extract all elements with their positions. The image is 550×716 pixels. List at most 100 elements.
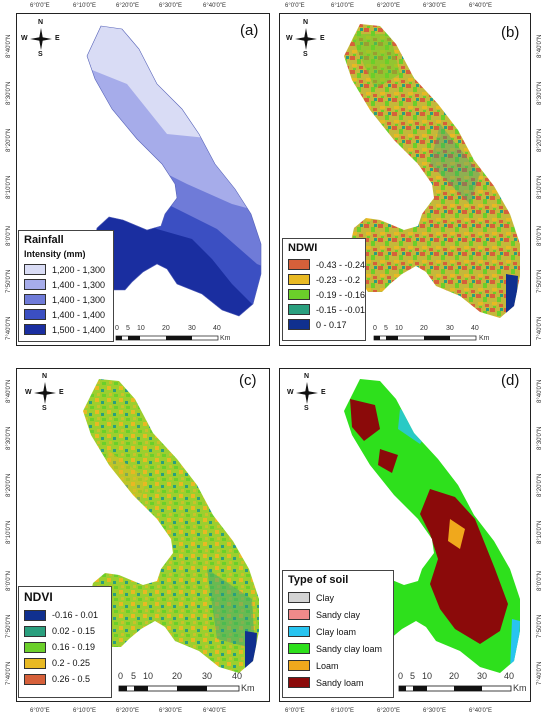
lon-label: 6°40'0"E [203, 3, 227, 9]
lat-label: 8°30'0"N [537, 426, 543, 450]
lon-label: 6°10'0"E [73, 3, 97, 9]
panel-label: (c) [239, 372, 257, 389]
lat-label: 7°50'0"N [537, 269, 543, 293]
lon-label: 6°0'0"E [285, 708, 305, 714]
lat-label: 8°20'0"N [6, 128, 12, 152]
scale-bar: 0 5 10 20 30 40 Km [398, 671, 527, 693]
compass-e: E [55, 35, 60, 42]
lat-label: 7°40'0"N [6, 316, 12, 340]
lon-label: 6°10'0"E [331, 708, 355, 714]
panel-a: 6°0'0"E 6°10'0"E 6°20'0"E 6°30'0"E 6°40'… [0, 0, 275, 358]
rainfall-map [86, 25, 262, 317]
legend-ndvi: NDVI -0.16 - 0.01 0.02 - 0.15 0.16 - 0.1… [18, 586, 112, 698]
lon-label: 6°40'0"E [469, 708, 493, 714]
north-arrow: N S W E [286, 19, 325, 58]
lon-label: 6°40'0"E [203, 708, 227, 714]
compass-s: S [304, 405, 309, 412]
lat-label: 8°20'0"N [6, 473, 12, 497]
legend-item: Sandy loam [288, 674, 388, 691]
lat-label: 7°50'0"N [6, 269, 12, 293]
compass-n: N [42, 373, 48, 380]
legend-item: -0.15 - -0.01 [288, 302, 365, 317]
legend-item: 0.02 - 0.15 [24, 623, 106, 639]
lat-label: 7°40'0"N [6, 661, 12, 685]
map-frame-a [16, 13, 270, 346]
compass-n: N [303, 19, 309, 26]
legend-item: Loam [288, 657, 388, 674]
lon-label: 6°30'0"E [159, 708, 183, 714]
map-frame-b [279, 13, 531, 346]
lon-label: 6°20'0"E [116, 3, 140, 9]
legend-item: -0.19 - -0.16 [288, 287, 365, 302]
compass-e: E [59, 389, 64, 396]
legend-item: Clay [288, 589, 388, 606]
compass-w: W [286, 35, 293, 42]
lat-label: 8°30'0"N [6, 426, 12, 450]
legend-item: 1,500 - 1,400 [24, 322, 108, 337]
compass-s: S [38, 51, 43, 58]
panel-c: 8°40'0"N 8°30'0"N 8°20'0"N 8°10'0"N 8°0'… [0, 358, 275, 716]
legend-item: Sandy clay loam [288, 640, 388, 657]
legend-item: 0.2 - 0.25 [24, 655, 106, 671]
lat-label: 7°50'0"N [537, 614, 543, 638]
compass-e: E [321, 389, 326, 396]
lat-label: 7°40'0"N [537, 316, 543, 340]
lon-label: 6°20'0"E [377, 3, 401, 9]
compass-w: W [25, 389, 32, 396]
legend-rainfall: Rainfall Intensity (mm) 1,200 - 1,300 1,… [18, 230, 114, 342]
legend-item: 0.26 - 0.5 [24, 671, 106, 687]
scale-bar: 0 5 10 20 30 40 Km [118, 671, 255, 693]
lon-label: 6°30'0"E [423, 3, 447, 9]
lat-label: 8°40'0"N [537, 379, 543, 403]
lat-label: 8°10'0"N [537, 175, 543, 199]
legend-item: -0.43 - -0.24 [288, 257, 365, 272]
legend-soil: Type of soil Clay Sandy clay Clay loam S… [282, 570, 394, 698]
legend-ndwi: NDWI -0.43 - -0.24 -0.23 - -0.2 -0.19 - … [282, 238, 366, 341]
lon-label: 6°40'0"E [469, 3, 493, 9]
legend-item: 1,400 - 1,300 [24, 277, 108, 292]
compass-s: S [42, 405, 47, 412]
panel-b: 6°0'0"E 6°10'0"E 6°20'0"E 6°30'0"E 6°40'… [275, 0, 550, 358]
lat-label: 8°40'0"N [537, 34, 543, 58]
lat-label: 8°10'0"N [6, 520, 12, 544]
lon-label: 6°10'0"E [331, 3, 355, 9]
ndvi-map [83, 379, 259, 673]
legend-item: Sandy clay [288, 606, 388, 623]
legend-item: 0 - 0.17 [288, 317, 360, 332]
legend-item: -0.16 - 0.01 [24, 607, 106, 623]
lat-label: 8°20'0"N [537, 473, 543, 497]
compass-w: W [21, 35, 28, 42]
legend-title: NDVI [24, 590, 53, 604]
lat-label: 8°10'0"N [6, 175, 12, 199]
lat-label: 8°40'0"N [6, 379, 12, 403]
north-arrow: N S W E [287, 373, 326, 412]
panel-label: (b) [501, 24, 520, 41]
lon-label: 6°20'0"E [377, 708, 401, 714]
legend-title: Rainfall [24, 234, 64, 246]
compass-s: S [303, 51, 308, 58]
lat-label: 7°40'0"N [537, 661, 543, 685]
lat-label: 8°30'0"N [6, 81, 12, 105]
legend-title: Type of soil [288, 574, 349, 586]
lat-label: 8°0'0"N [6, 570, 12, 591]
north-arrow: N S W E [21, 19, 60, 58]
lat-label: 8°0'0"N [537, 225, 543, 246]
lat-label: 8°20'0"N [537, 128, 543, 152]
lon-label: 6°0'0"E [30, 708, 50, 714]
lon-label: 6°10'0"E [73, 708, 97, 714]
lat-label: 8°40'0"N [6, 34, 12, 58]
scale-bar: 0 5 10 20 30 40 Km [115, 325, 231, 342]
panel-d: 8°40'0"N 8°30'0"N 8°20'0"N 8°10'0"N 8°0'… [275, 358, 550, 716]
ndwi-map [344, 24, 520, 318]
panel-label: (d) [501, 372, 520, 389]
compass-w: W [287, 389, 294, 396]
compass-n: N [304, 373, 310, 380]
lon-label: 6°0'0"E [285, 3, 305, 9]
panel-label: (a) [240, 22, 259, 39]
lon-label: 6°30'0"E [159, 3, 183, 9]
legend-title: NDWI [288, 242, 318, 254]
legend-subtitle: Intensity (mm) [24, 249, 86, 259]
legend-item: 1,400 - 1,400 [24, 307, 108, 322]
lat-label: 8°0'0"N [537, 570, 543, 591]
north-arrow: N S W E [25, 373, 64, 412]
